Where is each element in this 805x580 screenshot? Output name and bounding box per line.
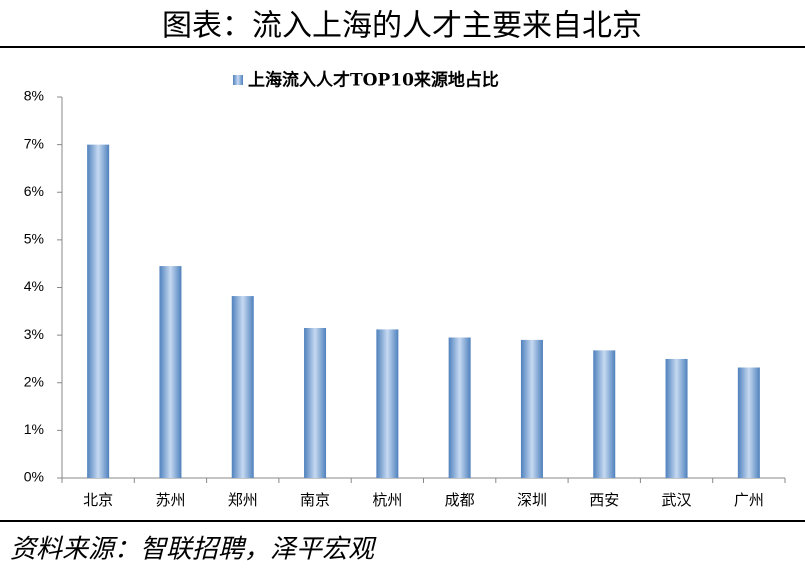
y-tick-label: 4% (24, 278, 44, 294)
x-tick-label: 北京 (83, 491, 113, 509)
bar (376, 329, 399, 478)
bar (665, 358, 688, 478)
source-note: 资料来源：智联招聘，泽平宏观 (10, 535, 377, 565)
x-tick-label: 武汉 (662, 491, 692, 509)
y-tick-label: 1% (24, 421, 44, 437)
legend-label: 上海流入人才TOP10来源地占比 (248, 70, 499, 91)
x-tick-label: 西安 (589, 491, 619, 509)
x-tick-label: 杭州 (372, 491, 402, 509)
bar (304, 327, 327, 478)
x-tick-label: 深圳 (517, 491, 547, 509)
y-tick-label: 7% (24, 135, 44, 151)
bar (593, 350, 616, 478)
chart-title: 图表：流入上海的人才主要来自北京 (162, 9, 642, 44)
legend-swatch (233, 75, 243, 85)
x-tick-label: 苏州 (155, 491, 185, 509)
x-tick-label: 郑州 (228, 491, 258, 509)
bar (231, 296, 254, 478)
bar (87, 144, 110, 478)
x-tick-label: 广州 (734, 491, 764, 509)
y-tick-label: 6% (24, 183, 44, 199)
y-tick-label: 2% (24, 373, 44, 389)
y-tick-label: 8% (24, 88, 44, 104)
y-tick-label: 0% (24, 469, 44, 485)
x-tick-label: 南京 (300, 491, 330, 509)
y-tick-label: 3% (24, 326, 44, 342)
bar (520, 339, 543, 478)
bar (159, 266, 182, 478)
x-tick-label: 成都 (445, 491, 475, 509)
y-tick-label: 5% (24, 231, 44, 247)
bar (737, 367, 760, 478)
bar (448, 337, 471, 478)
